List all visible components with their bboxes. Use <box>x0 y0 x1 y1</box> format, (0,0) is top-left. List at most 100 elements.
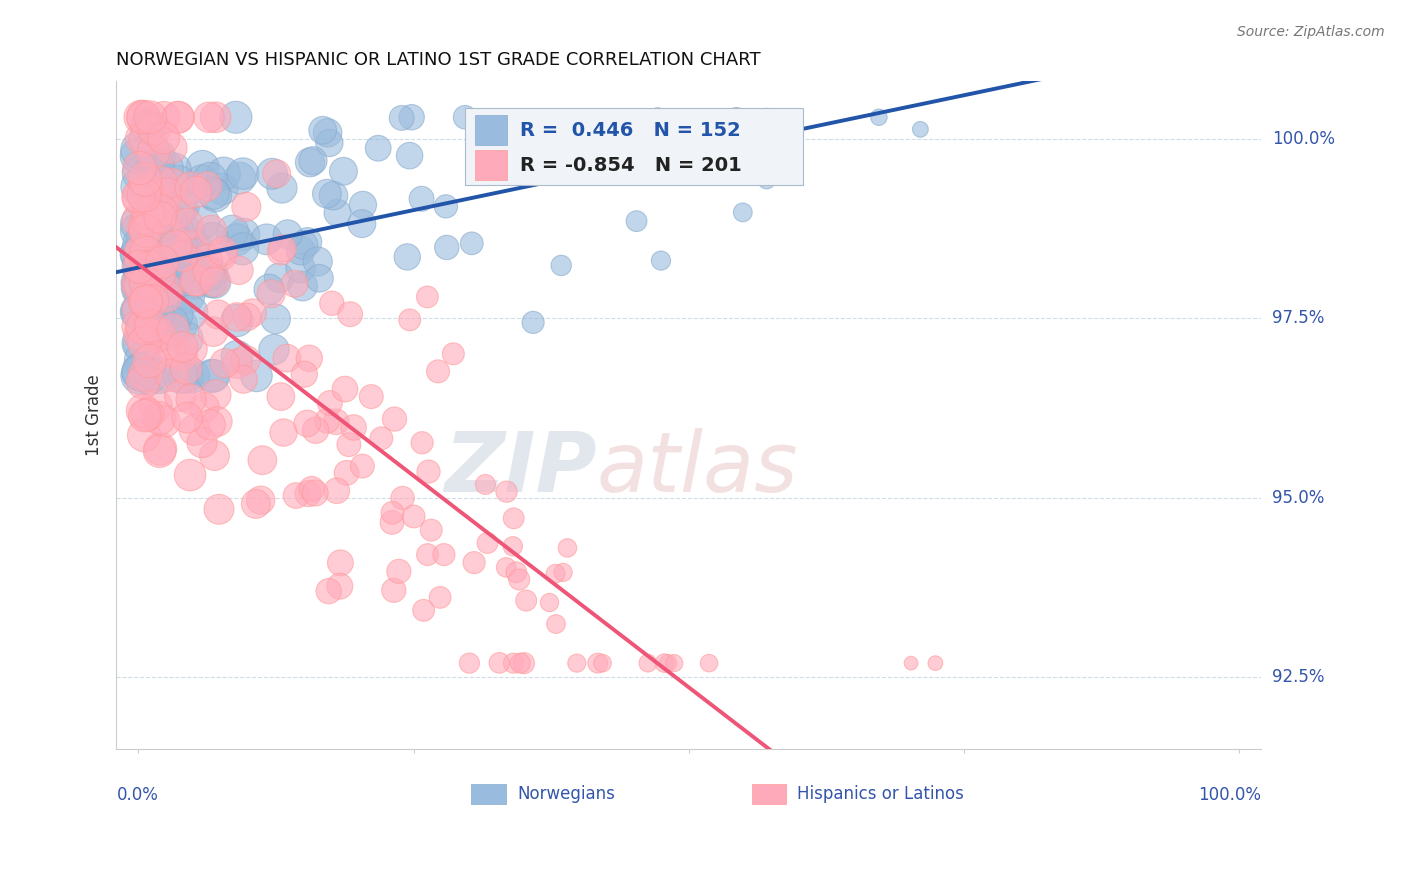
Point <box>411 192 433 206</box>
FancyBboxPatch shape <box>471 784 506 804</box>
Point <box>160 368 183 383</box>
Point <box>322 188 344 202</box>
Point <box>207 414 229 428</box>
Point <box>162 343 184 357</box>
Point <box>461 236 484 251</box>
Point <box>204 110 226 124</box>
Point <box>416 290 439 304</box>
Point <box>131 266 153 280</box>
Point <box>298 155 321 169</box>
Point <box>226 313 249 327</box>
Point <box>134 368 156 382</box>
Point <box>245 368 267 383</box>
Point <box>136 408 159 422</box>
Point <box>184 185 207 199</box>
Text: ZIP: ZIP <box>444 428 598 509</box>
Point <box>132 403 155 417</box>
Point <box>336 466 359 480</box>
Point <box>177 227 200 242</box>
Point <box>129 166 152 180</box>
Point <box>868 110 890 124</box>
Point <box>433 548 456 562</box>
Point <box>128 368 150 383</box>
Point <box>132 110 155 124</box>
Point <box>160 223 183 237</box>
Point <box>226 357 249 371</box>
Point <box>232 167 254 181</box>
Point <box>332 164 354 178</box>
Point <box>128 304 150 318</box>
Point <box>134 295 156 310</box>
Point <box>174 332 197 346</box>
Point <box>301 482 323 496</box>
Point <box>204 388 226 402</box>
Point <box>180 392 202 407</box>
Point <box>180 239 202 253</box>
Point <box>273 425 295 440</box>
Point <box>131 244 153 258</box>
Point <box>302 153 325 168</box>
Point <box>160 177 183 191</box>
Point <box>176 217 198 231</box>
Point <box>436 240 458 254</box>
Point <box>141 311 163 326</box>
Point <box>191 216 214 230</box>
Text: 0.0%: 0.0% <box>117 786 159 804</box>
Point <box>129 327 152 342</box>
FancyBboxPatch shape <box>465 108 803 185</box>
Point <box>308 271 330 285</box>
Point <box>172 340 194 354</box>
Point <box>697 656 720 670</box>
Point <box>416 548 439 562</box>
Text: R =  0.446   N = 152: R = 0.446 N = 152 <box>520 121 741 140</box>
Point <box>509 656 531 670</box>
Point <box>276 351 298 365</box>
Point <box>152 110 174 124</box>
Point <box>128 161 150 175</box>
Point <box>235 353 257 368</box>
Point <box>191 160 214 174</box>
Point <box>270 181 292 195</box>
Point <box>396 250 419 264</box>
Point <box>200 275 222 289</box>
Point <box>657 656 679 670</box>
Point <box>197 264 219 278</box>
Point <box>910 122 932 136</box>
Point <box>152 198 174 212</box>
Point <box>291 279 314 293</box>
Point <box>128 224 150 238</box>
Point <box>132 188 155 202</box>
Point <box>152 344 174 359</box>
Point <box>163 163 186 178</box>
Point <box>755 173 778 187</box>
Point <box>226 310 249 324</box>
Point <box>141 297 163 311</box>
Point <box>135 132 157 146</box>
Point <box>565 656 588 670</box>
Point <box>245 497 267 511</box>
Point <box>427 364 450 378</box>
Point <box>128 260 150 274</box>
Point <box>304 486 326 500</box>
Point <box>508 573 530 587</box>
Point <box>198 110 221 124</box>
Point <box>381 516 404 530</box>
Point <box>650 253 672 268</box>
Point <box>316 186 339 201</box>
Point <box>232 372 254 386</box>
Point <box>128 319 150 334</box>
Point <box>367 141 389 155</box>
Point <box>304 423 326 437</box>
Point <box>382 583 405 598</box>
Point <box>212 244 235 259</box>
Point <box>143 294 166 309</box>
Point <box>150 290 173 304</box>
Point <box>165 273 187 287</box>
Point <box>145 293 167 308</box>
Point <box>441 347 464 361</box>
Point <box>128 247 150 261</box>
Point <box>755 110 778 124</box>
Point <box>312 123 335 137</box>
Point <box>186 274 208 288</box>
Point <box>128 191 150 205</box>
